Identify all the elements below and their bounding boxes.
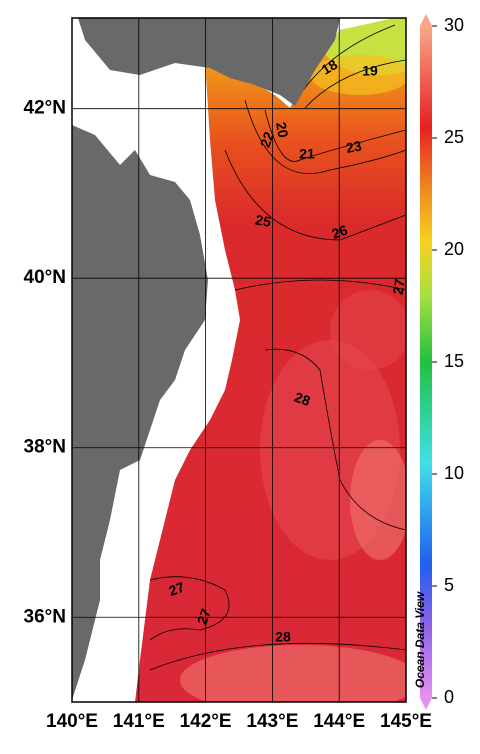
contour-label: 27: [194, 606, 214, 626]
contour-label: 21: [299, 146, 315, 162]
colorbar-label: 25: [444, 127, 464, 147]
lon-tick-label: 145°E: [380, 711, 432, 732]
contour-label: 25: [254, 211, 272, 229]
contour-label: 20: [273, 121, 291, 139]
contour-label: 28: [275, 629, 291, 645]
lon-tick-label: 143°E: [246, 711, 298, 732]
colorbar-top: [420, 14, 432, 26]
lon-tick-label: 141°E: [113, 711, 165, 732]
contour-label: 27: [389, 278, 407, 296]
land: [72, 18, 340, 700]
colorbar-label: 10: [444, 463, 464, 483]
contour-label: 22: [257, 129, 277, 149]
contour-label: 23: [345, 137, 363, 155]
lat-tick-label: 36°N: [24, 606, 66, 627]
lat-tick-label: 40°N: [24, 267, 66, 288]
colorbar-label: 0: [444, 687, 454, 707]
colorbar: [420, 26, 432, 698]
colorbar-label: 15: [444, 351, 464, 371]
contour-label: 28: [292, 389, 312, 409]
contour-label: 26: [330, 222, 350, 242]
lat-tick-label: 38°N: [24, 437, 66, 458]
lon-tick-label: 144°E: [313, 711, 365, 732]
colorbar-bottom: [420, 698, 432, 710]
lon-tick-label: 142°E: [180, 711, 232, 732]
colorbar-label: 20: [444, 239, 464, 259]
watermark: Ocean Data View: [413, 591, 427, 688]
contour-label: 19: [362, 63, 378, 79]
ocean-field: [135, 18, 407, 702]
colorbar-label: 30: [444, 15, 464, 35]
contour-label: 18: [319, 56, 341, 78]
lon-tick-label: 140°E: [46, 711, 98, 732]
colorbar-label: 5: [444, 575, 454, 595]
contour-label: 27: [167, 579, 187, 599]
lat-tick-label: 42°N: [24, 98, 66, 119]
